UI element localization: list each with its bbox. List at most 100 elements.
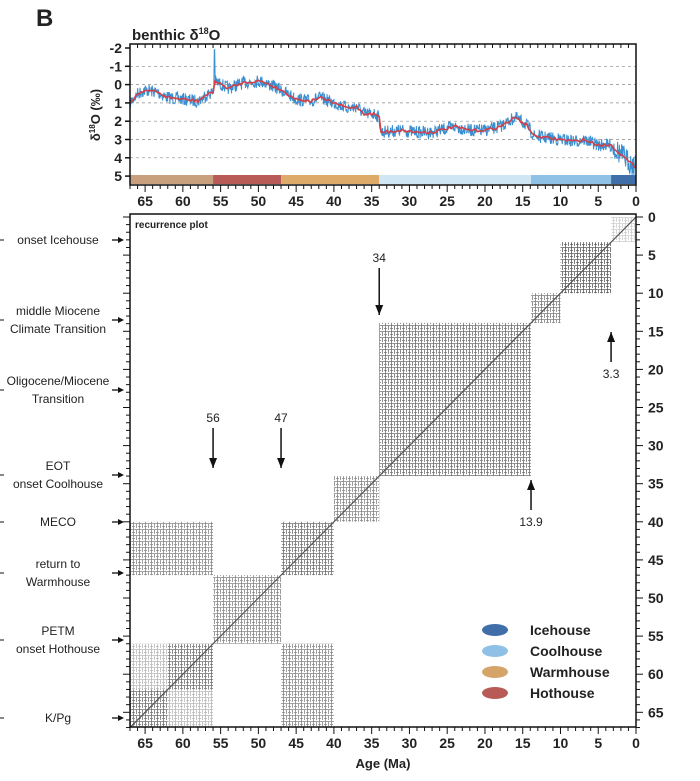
y-tick-label: 20 [648,361,664,377]
arrow-head-icon [527,480,536,490]
legend-swatch-warmhouse [482,666,508,678]
y-tick-label: 3 [114,132,122,148]
climate-state-segment [611,175,636,184]
event-label: onset Coolhouse [13,477,103,491]
x-tick-label: 60 [175,193,191,209]
arrow-head-icon [118,519,124,525]
x-tick-label: 45 [288,735,304,751]
annotation-label: 34 [373,251,387,265]
annotation-label: 13.9 [519,515,543,529]
arrow-head-icon [118,637,124,643]
y-tick-label: 15 [648,323,664,339]
recurrence-block [130,521,214,576]
event-label: Transition [32,392,84,406]
x-tick-label: 15 [515,193,531,209]
x-tick-label: 25 [439,735,455,751]
recurrence-block [167,689,214,728]
event-label: MECO [40,515,76,529]
top-plot-frame [129,43,637,186]
x-tick-label: 5 [594,735,602,751]
x-tick-label: 15 [515,735,531,751]
event-label: K/Pg [45,711,71,725]
event-label: middle Miocene [16,304,100,318]
y-tick-label: 55 [648,628,664,644]
top-y-axis-label: δ18O (‰) [88,89,103,141]
annotation-label: 47 [274,411,288,425]
legend-label: Icehouse [530,622,591,638]
event-label: onset Hothouse [16,642,100,656]
y-tick-label: 50 [648,590,664,606]
arrow-head-icon [118,317,124,323]
recurrence-plot-title: recurrence plot [135,220,208,231]
y-tick-label: 45 [648,552,664,568]
raw-d18o-series [129,49,637,177]
x-tick-label: 55 [213,193,229,209]
climate-state-segment [281,175,380,184]
recurrence-block [130,643,168,690]
y-tick-label: -2 [110,40,123,56]
event-label: EOT [46,459,71,473]
recurrence-panel: 65 60 55 50 45 40 35 30 25 20 15 10 5 005101520253035… [0,209,664,751]
arrow-head-icon [209,458,218,468]
y-tick-label: 2 [114,113,122,129]
x-tick-label: 50 [251,735,267,751]
top-chart-title-end: O [209,27,221,44]
top-chart-title-sup: 18 [199,26,209,36]
event-label: onset Icehouse [17,233,99,247]
y-tick-label: 10 [648,285,664,301]
x-axis-label: Age (Ma) [356,756,411,771]
x-tick-label: 5 [594,193,602,209]
top-plot-area [130,44,636,185]
x-tick-label: 45 [288,193,304,209]
y-tick-label: -1 [110,58,123,74]
climate-state-segment [130,175,214,184]
x-tick-label: 0 [632,193,640,209]
climate-state-segment [213,175,282,184]
legend-swatch-coolhouse [482,645,508,657]
x-tick-label: 50 [251,193,267,209]
event-label: return to [36,557,81,571]
recurrence-plot-frame [129,213,637,728]
y-tick-label: 30 [648,438,664,454]
y-tick-label: 65 [648,704,664,720]
y-tick-label: 5 [114,168,122,184]
x-tick-label: 0 [632,735,640,751]
y-label-end: O (‰) [88,89,103,124]
x-tick-label: 35 [364,735,380,751]
x-tick-label: 20 [477,735,493,751]
x-tick-label: 35 [364,193,380,209]
arrow-head-icon [118,570,124,576]
recurrence-block [281,643,334,728]
arrow-head-icon [607,332,616,342]
arrow-head-icon [118,472,124,478]
climate-state-segment [379,175,532,184]
y-label-sup: 18 [88,124,97,133]
y-tick-label: 0 [114,77,122,93]
x-tick-label: 25 [439,193,455,209]
y-tick-label: 25 [648,400,664,416]
arrow-head-icon [118,237,124,243]
annotation-label: 56 [206,411,220,425]
top-chart-title: benthic δ18O [132,26,221,44]
legend-label: Coolhouse [530,643,603,659]
event-label: Warmhouse [26,575,91,589]
x-tick-label: 65 [137,735,153,751]
legend-swatch-hothouse [482,687,508,699]
x-tick-label: 40 [326,735,342,751]
event-label: Climate Transition [10,322,106,336]
y-tick-label: 4 [114,150,122,166]
legend-swatch-icehouse [482,624,508,636]
arrow-head-icon [118,387,124,393]
event-label: PETM [41,624,74,638]
arrow-head-icon [118,715,124,721]
x-tick-label: 30 [402,735,418,751]
recurrence-diagonal [129,216,637,728]
legend-label: Warmhouse [530,664,610,680]
x-tick-label: 55 [213,735,229,751]
y-label-base: δ [88,133,103,141]
y-tick-label: 1 [114,95,122,111]
top-chart-title-base: benthic δ [132,27,199,44]
x-tick-label: 10 [553,735,569,751]
